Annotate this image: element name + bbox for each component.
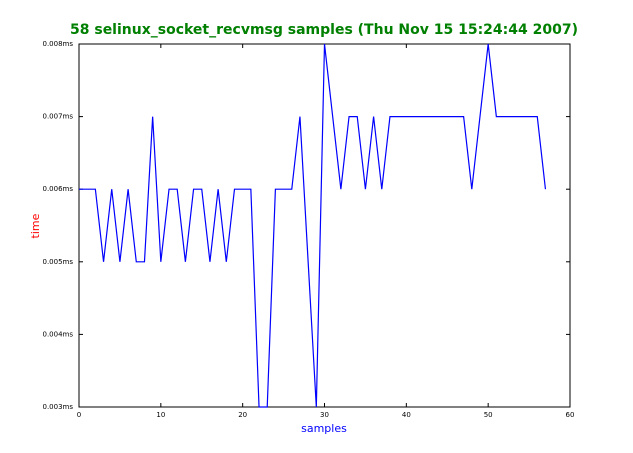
- chart-title: 58 selinux_socket_recvmsg samples (Thu N…: [70, 22, 578, 38]
- y-tick-label: 0.006ms: [42, 185, 73, 193]
- x-tick-label: 50: [484, 411, 493, 419]
- x-tick-label: 40: [402, 411, 411, 419]
- x-tick-label: 30: [320, 411, 329, 419]
- y-tick-label: 0.008ms: [42, 40, 73, 48]
- y-tick-label: 0.003ms: [42, 403, 73, 411]
- y-tick-label: 0.005ms: [42, 258, 73, 266]
- x-tick-label: 10: [156, 411, 165, 419]
- x-tick-label: 0: [77, 411, 81, 419]
- plot-frame: [78, 43, 571, 408]
- x-tick-label: 20: [238, 411, 247, 419]
- x-axis-label: samples: [301, 422, 347, 435]
- y-axis-label: time: [29, 213, 42, 238]
- y-tick-label: 0.004ms: [42, 330, 73, 338]
- y-tick-label: 0.007ms: [42, 113, 73, 121]
- x-tick-label: 60: [566, 411, 575, 419]
- data-line: [79, 43, 547, 408]
